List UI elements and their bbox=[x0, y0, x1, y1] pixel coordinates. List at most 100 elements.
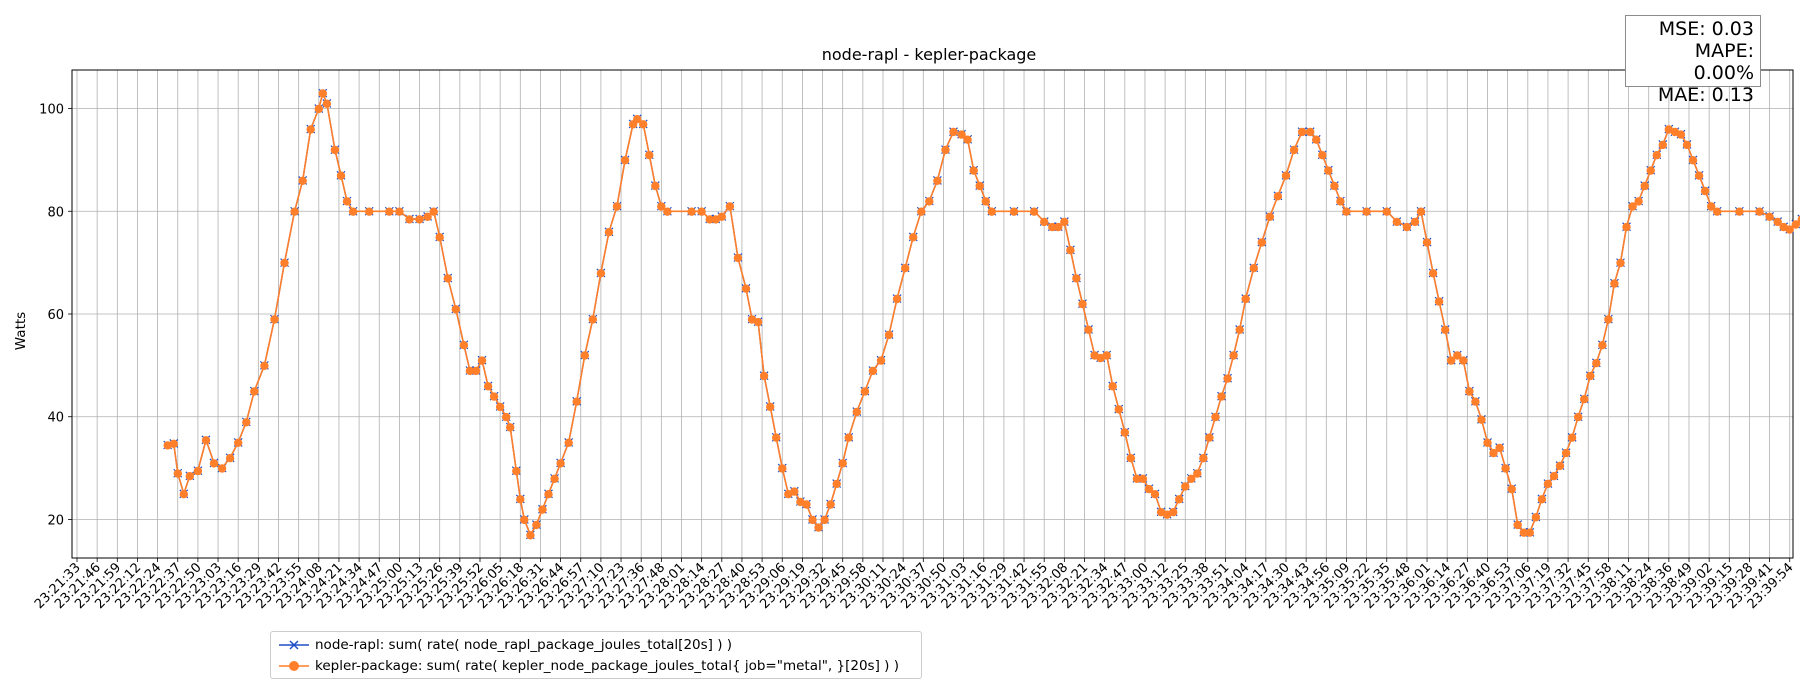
kepler-package-point bbox=[1273, 192, 1283, 201]
kepler-package-point bbox=[395, 207, 404, 216]
kepler-package-point bbox=[1060, 217, 1069, 227]
kepler-package-point bbox=[1422, 238, 1432, 247]
kepler-package-point bbox=[1483, 438, 1492, 447]
kepler-package-point bbox=[1297, 127, 1307, 137]
kepler-package-point bbox=[814, 523, 823, 532]
y-tick-label: 80 bbox=[47, 205, 64, 220]
kepler-package-point bbox=[465, 366, 475, 376]
kepler-package-point bbox=[1249, 264, 1259, 273]
kepler-package-point bbox=[506, 423, 515, 432]
y-axis-label: Watts bbox=[13, 312, 29, 350]
kepler-package-point bbox=[1211, 412, 1220, 422]
kepler-package-point bbox=[1281, 171, 1291, 180]
kepler-package-point bbox=[884, 330, 894, 340]
kepler-package-point bbox=[741, 284, 751, 293]
kepler-package-point bbox=[790, 487, 799, 496]
kepler-package-point bbox=[1217, 392, 1226, 401]
kepler-package-point bbox=[516, 495, 525, 504]
kepler-package-point bbox=[820, 515, 829, 525]
kepler-package-point bbox=[209, 459, 219, 468]
kepler-package-point bbox=[1580, 395, 1589, 404]
kepler-package-point bbox=[759, 371, 769, 381]
kepler-package-point bbox=[697, 207, 706, 216]
kepler-package-point bbox=[1755, 207, 1764, 216]
kepler-package-point bbox=[1765, 212, 1774, 221]
kepler-package-point bbox=[1416, 207, 1426, 216]
kepler-package-point bbox=[1362, 207, 1371, 216]
kepler-package-point bbox=[1132, 474, 1142, 483]
kepler-package-point bbox=[1235, 325, 1244, 334]
kepler-package-point bbox=[1009, 207, 1019, 216]
kepler-package-point bbox=[1791, 220, 1800, 229]
kepler-package-point bbox=[1531, 513, 1541, 522]
kepler-package-point bbox=[844, 433, 853, 442]
kepler-package-point bbox=[179, 490, 188, 499]
kepler-package-point bbox=[405, 215, 414, 224]
kepler-package-point bbox=[1495, 443, 1504, 453]
kepler-package-point bbox=[169, 439, 178, 448]
kepler-package-point bbox=[225, 454, 235, 463]
y-tick-label: 20 bbox=[47, 513, 64, 528]
series-layer bbox=[163, 88, 1800, 540]
kepler-package-point bbox=[1513, 520, 1522, 530]
kepler-package-point bbox=[838, 459, 847, 468]
kepler-package-point bbox=[193, 466, 203, 476]
kepler-package-point bbox=[429, 207, 438, 216]
kepler-package-point bbox=[1223, 374, 1232, 383]
kepler-package-point bbox=[1312, 135, 1321, 144]
kepler-package-point bbox=[270, 315, 279, 324]
kepler-package-point bbox=[544, 490, 553, 499]
kepler-package-point bbox=[1471, 397, 1480, 406]
kepler-package-point bbox=[1616, 258, 1625, 268]
kepler-package-point bbox=[832, 479, 841, 489]
kepler-package-point bbox=[435, 233, 444, 242]
kepler-package-point bbox=[502, 412, 511, 422]
kepler-package-point bbox=[975, 181, 984, 191]
kepler-package-point bbox=[657, 202, 666, 211]
y-tick-label: 60 bbox=[47, 308, 64, 323]
legend-label-node-rapl: node-rapl: sum( rate( node_rapl_package_… bbox=[315, 637, 733, 653]
kepler-package-point bbox=[1453, 351, 1462, 360]
kepler-package-point bbox=[1306, 127, 1315, 137]
kepler-package-point bbox=[471, 366, 481, 376]
kepler-package-point bbox=[512, 466, 521, 476]
chart-title: node-rapl - kepler-package bbox=[822, 45, 1037, 64]
kepler-package-point bbox=[185, 472, 194, 481]
kepler-package-point bbox=[1628, 202, 1637, 211]
kepler-package-point bbox=[1120, 428, 1130, 437]
kepler-package-point bbox=[1040, 217, 1049, 227]
kepler-package-point bbox=[1144, 484, 1154, 494]
kepler-package-point bbox=[604, 228, 614, 237]
kepler-package-point bbox=[1797, 215, 1800, 224]
kepler-package-point bbox=[443, 274, 452, 283]
kepler-package-point bbox=[1459, 356, 1468, 365]
kepler-package-point bbox=[1169, 508, 1178, 517]
mse-value: MSE: 0.03 bbox=[1658, 18, 1754, 40]
kepler-package-point bbox=[1501, 464, 1510, 473]
kepler-package-point bbox=[766, 402, 775, 412]
kepler-package-point bbox=[1688, 156, 1698, 165]
kepler-package-point bbox=[596, 269, 606, 278]
kepler-package-point bbox=[963, 135, 972, 144]
kepler-package-point bbox=[1078, 299, 1087, 309]
kepler-package-point bbox=[1066, 246, 1075, 255]
kepler-package-point bbox=[1525, 528, 1535, 537]
kepler-package-point bbox=[532, 520, 541, 530]
kepler-package-point bbox=[852, 407, 861, 417]
kepler-package-point bbox=[909, 233, 918, 242]
error-metrics-box: MSE: 0.03 MAPE: 0.00% MAE: 0.13 bbox=[1625, 15, 1761, 106]
kepler-package-point bbox=[802, 500, 811, 509]
kepler-package-point bbox=[717, 212, 726, 221]
kepler-package-point bbox=[1199, 454, 1208, 463]
kepler-package-point bbox=[651, 181, 660, 191]
kepler-package-point bbox=[753, 317, 763, 327]
kepler-package-point bbox=[365, 207, 374, 216]
kepler-package-point bbox=[1193, 469, 1202, 478]
kepler-package-point bbox=[459, 341, 469, 350]
kepler-package-point bbox=[901, 264, 910, 273]
kepler-package-point bbox=[612, 202, 622, 211]
kepler-package-point bbox=[385, 207, 394, 216]
kepler-package-point bbox=[520, 515, 529, 525]
kepler-package-point bbox=[1181, 482, 1190, 491]
